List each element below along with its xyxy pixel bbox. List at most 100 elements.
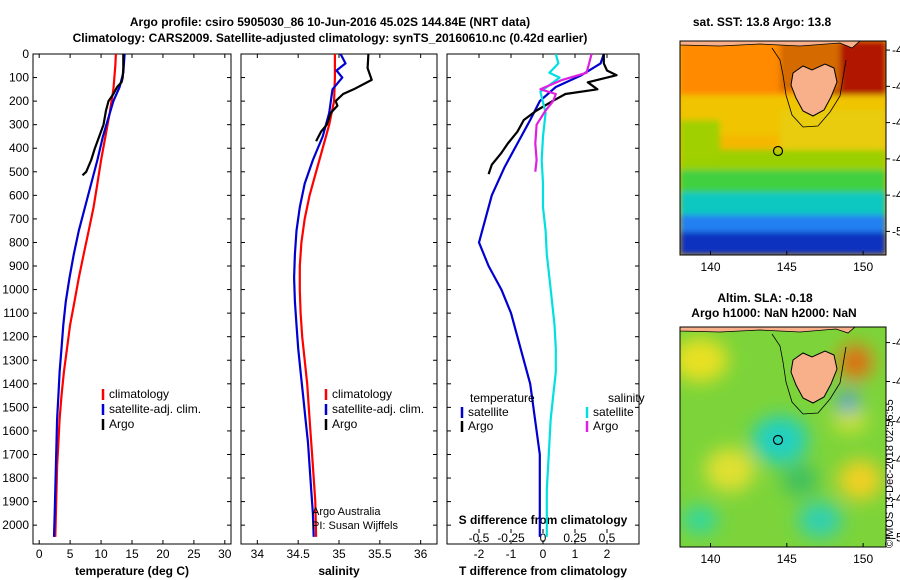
sla-map [680,327,886,547]
map-y-tick-label: -46 [892,452,900,466]
series-line-climatology [54,54,117,537]
map-x-tick-label: 140 [701,260,721,274]
x-tick-label: 34.5 [286,547,310,561]
map-x-tick-label: 150 [853,552,873,566]
sla-cyan-blob [798,502,842,538]
credit-pi: PI: Susan Wijffels [312,520,398,532]
y-tick-label: 1900 [2,495,29,509]
x2-tick-label: -0.25 [497,531,525,545]
sla-cyan-blob [682,506,718,534]
series-layer [293,54,373,537]
series-layer [52,54,126,537]
series-layer [477,54,618,537]
salinity-panel: 34 34.5 35 35.5 36 salinity climatologysatelli… [240,53,438,578]
x-tick-label: 0 [540,547,547,561]
x-tick-label: 0 [36,547,43,561]
x-tick-label: 34 [251,547,265,561]
sst-map-frame [679,40,887,256]
sst-darkblue-band [680,232,886,255]
x2-tick-label: 0 [540,531,547,545]
legend-label: Argo [109,417,135,431]
sla-map-axes: 140 145 150 -40 -42 -44 -46 -48 -50 [701,336,900,566]
sst-map-axes: 140 145 150 -40 -42 -44 -46 -48 -50 [701,43,900,274]
map-y-tick-label: -42 [892,79,900,93]
x-tick-label: 30 [218,547,232,561]
map-y-tick-label: -46 [892,152,900,166]
legend-label: satellite [468,405,509,419]
y-tick-label: 400 [9,141,29,155]
series-line-climatology [298,54,336,537]
map-y-tick-label: -42 [892,375,900,389]
sst-blue-band [680,215,886,237]
y-tick-label: 1100 [3,306,29,320]
legend-label: satellite-adj. clim. [332,402,424,416]
difference-panel: -2 -1 0 1 2 T difference from climatology S di… [446,53,645,578]
legend-label: satellite [593,405,634,419]
y-tick-label: 1700 [2,447,29,461]
y-tick-label: 200 [9,94,29,108]
sla-yellow-blob [680,338,728,382]
sla-mainland-land [680,327,856,334]
y-tick-label: 1300 [2,353,29,367]
y-tick-label: 100 [9,71,29,85]
map-y-tick-label: -48 [892,188,900,202]
map-x-tick-label: 150 [853,260,873,274]
y-tick-label: 600 [9,188,29,202]
series-line-temperature-satellite [477,54,605,537]
sla-yellow-blob [832,406,868,434]
x-tick-label: 2 [604,547,611,561]
y-tick-label: 1200 [2,330,29,344]
x-tick-label: 5 [67,547,74,561]
x-tick-label: 35.5 [368,547,392,561]
sla-tasmania-land [790,350,838,404]
figure-title-line2: Climatology: CARS2009. Satellite-adjuste… [73,31,588,45]
sst-mainland-land [680,41,861,49]
sst-profile-marker [772,145,784,157]
y-tick-label: 800 [9,235,29,249]
x-axis-label: temperature (deg C) [75,564,189,578]
map-y-tick-label: -40 [892,43,900,57]
figure-title-line1: Argo profile: csiro 5905030_86 10-Jun-20… [130,15,530,29]
sla-profile-marker [772,434,784,446]
y-tick-label: 1800 [2,471,29,485]
legend-label: Argo [593,419,619,433]
map-x-tick-label: 145 [777,260,797,274]
y-tick-label: 0 [22,47,29,61]
map-y-tick-label: -48 [892,491,900,505]
map-y-tick-label: -50 [892,224,900,238]
series-line-argo [315,54,373,142]
x-tick-label: -1 [506,547,517,561]
y-tick-label: 700 [9,212,29,226]
sla-map-title-line1: Altim. SLA: -0.18 [717,291,813,305]
sst-map [680,41,886,255]
y-tick-label: 500 [9,165,29,179]
y-tick-label: 300 [9,118,29,132]
x-tick-label: 36 [414,547,428,561]
x-tick-label: 25 [187,547,201,561]
x2-tick-label: 0.25 [563,531,587,545]
y-tick-label: 1500 [2,400,29,414]
sla-map-title-line2: Argo h1000: NaN h2000: NaN [691,306,856,320]
x-tick-label: 20 [156,547,170,561]
x2-tick-label: -0.5 [469,531,490,545]
legend-title-temperature: temperature [470,391,535,405]
imos-timestamp: ©IMOS 13-Dec-2018 02:56:55 [884,399,896,548]
sla-yellow-blob [705,448,755,492]
panel-frame [240,53,438,545]
sla-yellow-blob [838,460,882,500]
map-x-tick-label: 140 [701,552,721,566]
y-tick-label: 1600 [2,424,29,438]
y-tick-label: 900 [9,259,29,273]
y-tick-label: 2000 [2,518,29,532]
sla-cyan-blob [752,416,808,464]
panel-frame [32,53,232,545]
map-y-tick-label: -50 [892,530,900,544]
sst-shelf-contour [771,47,847,128]
legend-label: climatology [109,387,169,401]
x2-tick-label: 0.5 [599,531,616,545]
series-line-temperature-argo [487,54,618,175]
sst-map-title: sat. SST: 13.8 Argo: 13.8 [693,15,832,29]
x-tick-label: -2 [474,547,485,561]
legend-label: climatology [332,387,392,401]
